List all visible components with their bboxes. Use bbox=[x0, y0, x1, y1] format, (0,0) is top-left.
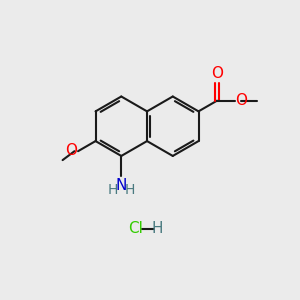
Text: H: H bbox=[124, 183, 135, 197]
Text: O: O bbox=[65, 143, 77, 158]
Text: O: O bbox=[236, 93, 247, 108]
Text: H: H bbox=[152, 221, 163, 236]
Text: H: H bbox=[108, 183, 118, 197]
Text: N: N bbox=[116, 178, 127, 193]
Text: O: O bbox=[211, 66, 223, 81]
Text: Cl: Cl bbox=[128, 221, 142, 236]
